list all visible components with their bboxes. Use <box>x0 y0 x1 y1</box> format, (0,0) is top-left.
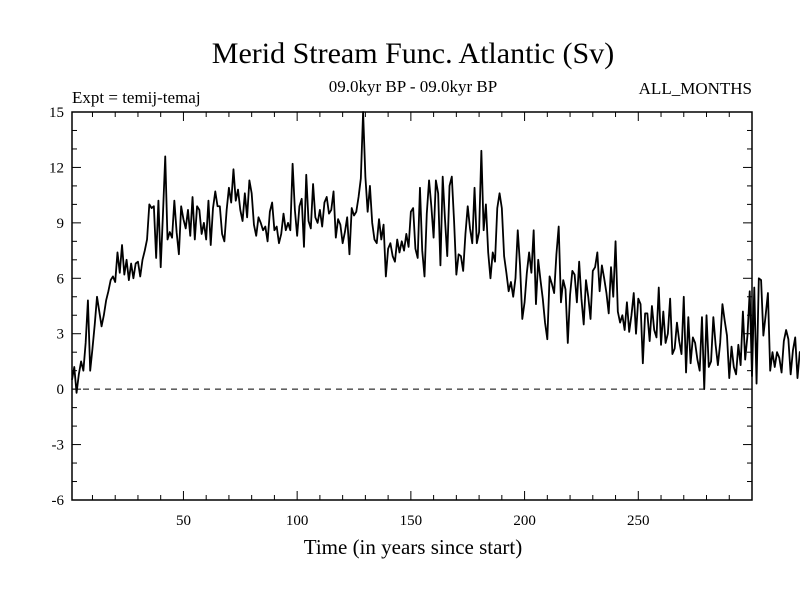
x-axis-label: Time (in years since start) <box>304 535 523 559</box>
y-tick-label: 15 <box>49 105 64 121</box>
months-label: ALL_MONTHS <box>639 79 752 98</box>
x-tick-label: 150 <box>400 513 423 529</box>
experiment-label: Expt = temij-temaj <box>72 88 201 107</box>
y-tick-label: 6 <box>57 271 65 287</box>
y-tick-label: 12 <box>49 160 64 176</box>
plot-frame <box>71 111 753 501</box>
series-line-temij-temaj <box>71 111 800 394</box>
x-tick-label: 50 <box>176 513 191 529</box>
x-tick-label: 250 <box>627 513 650 529</box>
time-period-label: 09.0kyr BP - 09.0kyr BP <box>329 77 497 96</box>
y-tick-label: -6 <box>52 493 65 509</box>
chart-title: Merid Stream Func. Atlantic (Sv) <box>212 37 614 70</box>
x-tick-label: 200 <box>513 513 536 529</box>
x-tick-label: 100 <box>286 513 309 529</box>
y-tick-label: -3 <box>52 438 65 454</box>
x-axis-ticks: 50 100 150 200 250 <box>91 112 730 529</box>
y-tick-label: 9 <box>57 216 65 232</box>
y-tick-label: 3 <box>57 327 65 343</box>
y-tick-label: 0 <box>57 382 65 398</box>
y-axis-ticks: -6 -3 0 3 6 9 12 15 <box>49 105 752 509</box>
